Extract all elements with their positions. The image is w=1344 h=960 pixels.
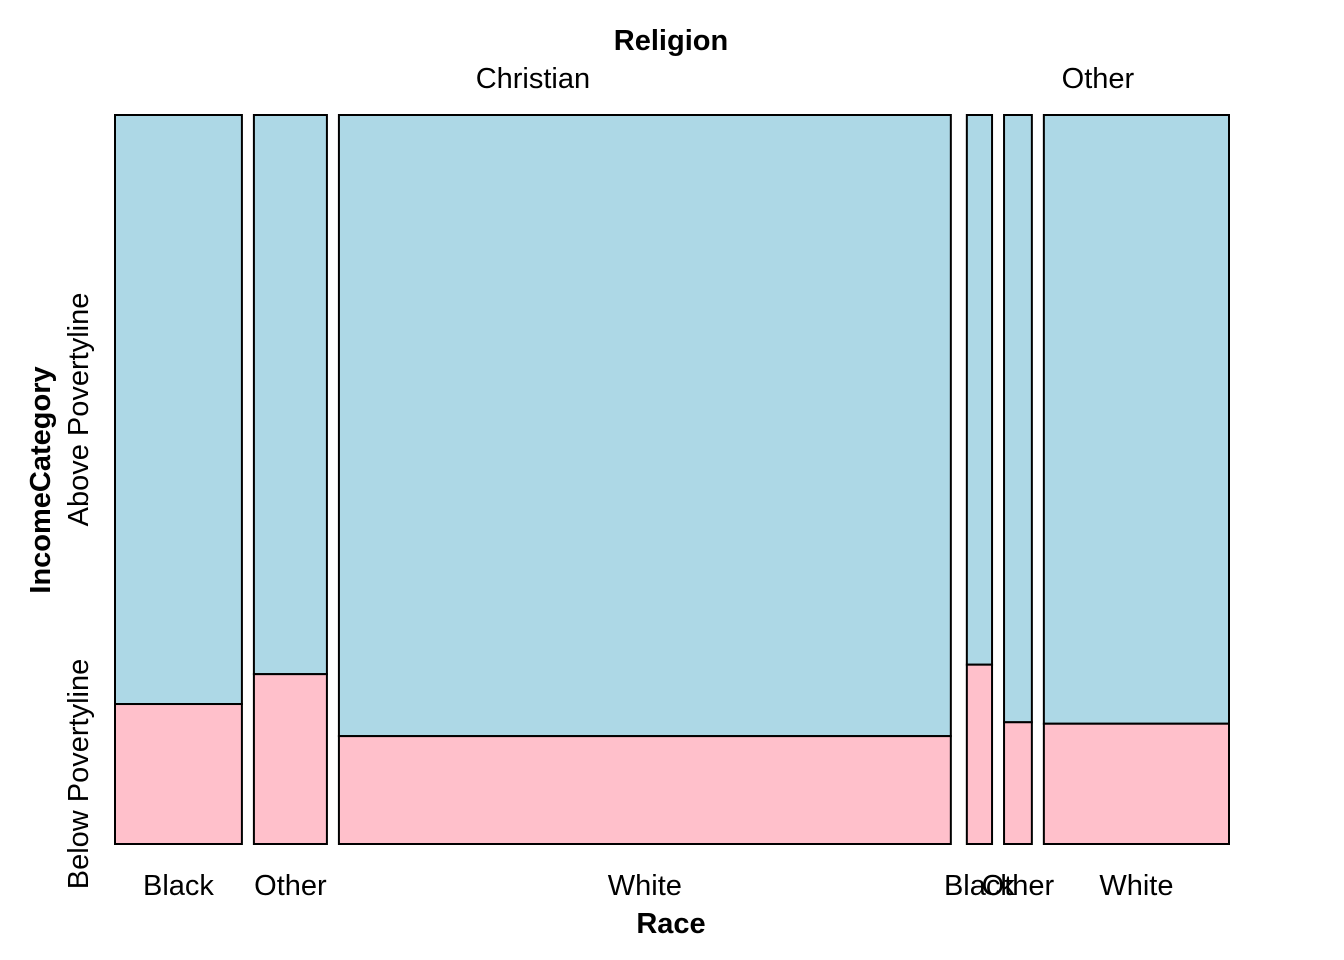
x-tick-label-christian-black: Black [143,870,214,902]
cell-above-christian-black [114,114,243,706]
cell-below-other-other [1003,721,1033,846]
cell-below-other-black [965,663,994,846]
y-axis-label: IncomeCategory [25,366,57,593]
cell-below-christian-other [252,673,328,845]
cell-below-christian-white [337,735,952,845]
cell-below-christian-black [114,703,243,845]
y-level-label-above: Above Povertyline [63,293,95,527]
cell-below-other-white [1042,722,1230,846]
group-label-other: Other [1062,63,1135,95]
cell-above-other-white [1042,114,1230,725]
chart-title: Religion [614,25,728,57]
x-tick-label-christian-white: White [608,870,682,902]
cell-above-other-black [965,114,994,666]
cell-above-christian-white [337,114,952,738]
x-tick-label-other-white: White [1099,870,1173,902]
x-axis-label: Race [636,908,705,940]
cell-above-other-other [1003,114,1033,724]
x-tick-label-other-black: Black [944,870,1015,902]
y-level-label-below: Below Povertyline [63,659,95,890]
cell-above-christian-other [252,114,328,676]
x-tick-label-christian-other: Other [254,870,327,902]
group-label-christian: Christian [476,63,590,95]
x-tick-label-other-other: Other [982,870,1055,902]
